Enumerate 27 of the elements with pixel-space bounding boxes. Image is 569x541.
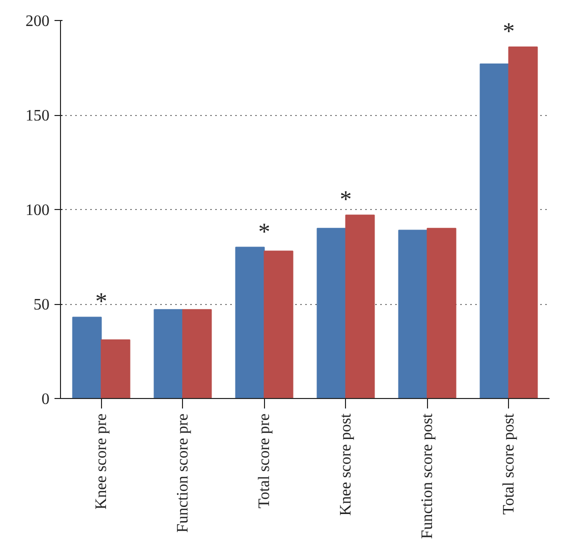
annotation: * — [95, 289, 108, 316]
annotation: * — [502, 18, 515, 45]
bar — [235, 246, 265, 398]
bar — [426, 228, 456, 398]
y-tick-label: 150 — [26, 108, 50, 124]
bar — [345, 214, 375, 398]
bar — [154, 309, 184, 398]
annotation: * — [258, 219, 270, 246]
y-tick-label: 0 — [42, 391, 50, 408]
x-tick-label: Knee score post — [337, 412, 354, 516]
bar — [480, 63, 510, 398]
x-tick-label: Knee score pre — [92, 413, 110, 510]
bar — [398, 230, 428, 398]
bar — [264, 250, 294, 398]
bar — [182, 309, 212, 398]
bar — [100, 339, 130, 398]
x-tick-label: Total score pre — [256, 413, 273, 508]
x-tick-label: Function score pre — [174, 414, 192, 533]
bar — [72, 316, 102, 398]
annotation: * — [340, 187, 352, 214]
bar — [316, 228, 346, 398]
y-tick-label: 200 — [26, 13, 50, 30]
y-tick-label: 50 — [34, 296, 50, 314]
x-tick-label: Total score post — [500, 412, 518, 515]
y-tick-label: 100 — [26, 202, 50, 219]
bar — [508, 46, 538, 398]
x-tick-label: Function score post — [418, 412, 436, 539]
